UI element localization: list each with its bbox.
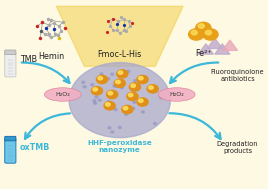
Circle shape: [147, 85, 158, 93]
Circle shape: [111, 73, 114, 75]
Text: Hemin: Hemin: [38, 52, 64, 61]
Circle shape: [107, 100, 110, 103]
Circle shape: [122, 105, 133, 114]
Text: oxTMB: oxTMB: [20, 143, 50, 153]
Circle shape: [114, 79, 125, 87]
Circle shape: [107, 90, 118, 99]
Circle shape: [128, 93, 133, 97]
Polygon shape: [215, 44, 230, 54]
Circle shape: [82, 81, 85, 83]
FancyBboxPatch shape: [5, 136, 16, 141]
Circle shape: [203, 29, 218, 40]
Text: Fmoc-L-His: Fmoc-L-His: [98, 50, 142, 59]
Circle shape: [139, 77, 143, 80]
Circle shape: [117, 70, 128, 78]
Circle shape: [95, 96, 98, 98]
Circle shape: [141, 111, 144, 113]
Circle shape: [118, 126, 121, 129]
Circle shape: [93, 100, 96, 102]
Circle shape: [189, 29, 204, 40]
Circle shape: [107, 77, 110, 80]
Circle shape: [115, 85, 118, 87]
Ellipse shape: [44, 88, 81, 101]
Circle shape: [120, 83, 123, 85]
Circle shape: [96, 75, 107, 84]
Circle shape: [133, 101, 136, 103]
Circle shape: [129, 83, 140, 91]
Circle shape: [120, 87, 123, 89]
Circle shape: [116, 80, 120, 84]
Text: HHF-peroxidase
nanozyme: HHF-peroxidase nanozyme: [87, 140, 152, 153]
Circle shape: [111, 131, 114, 133]
Polygon shape: [57, 6, 183, 66]
Circle shape: [91, 87, 103, 95]
FancyBboxPatch shape: [5, 50, 16, 55]
Circle shape: [98, 99, 101, 101]
Circle shape: [114, 108, 117, 111]
FancyBboxPatch shape: [5, 138, 16, 163]
Polygon shape: [222, 40, 237, 50]
Circle shape: [108, 127, 111, 129]
Circle shape: [127, 92, 138, 101]
Circle shape: [111, 104, 115, 106]
Ellipse shape: [158, 88, 195, 101]
Circle shape: [134, 80, 137, 82]
Circle shape: [137, 75, 148, 84]
Circle shape: [100, 73, 103, 75]
Circle shape: [132, 107, 135, 109]
Circle shape: [108, 91, 113, 95]
Circle shape: [83, 86, 86, 88]
Circle shape: [205, 30, 211, 35]
Circle shape: [137, 98, 148, 106]
Text: Degradation
products: Degradation products: [217, 142, 258, 154]
Circle shape: [191, 30, 197, 35]
Polygon shape: [207, 38, 222, 49]
Text: Fe²⁺: Fe²⁺: [195, 49, 212, 57]
Circle shape: [198, 24, 204, 28]
Text: H₂O₂: H₂O₂: [55, 92, 70, 97]
Circle shape: [154, 122, 157, 125]
Circle shape: [130, 98, 133, 100]
Circle shape: [69, 63, 170, 138]
Circle shape: [104, 102, 115, 110]
Circle shape: [127, 70, 130, 73]
Circle shape: [149, 86, 153, 89]
FancyBboxPatch shape: [5, 52, 16, 77]
Polygon shape: [198, 44, 214, 54]
Circle shape: [98, 77, 103, 80]
Circle shape: [159, 97, 162, 99]
Circle shape: [94, 102, 96, 104]
Text: TMB: TMB: [20, 55, 37, 64]
Circle shape: [93, 88, 98, 91]
Circle shape: [113, 85, 116, 87]
Circle shape: [118, 71, 123, 74]
Text: Fluoroquinolone
antibiotics: Fluoroquinolone antibiotics: [211, 69, 264, 82]
Circle shape: [139, 99, 143, 102]
Circle shape: [124, 113, 128, 115]
Circle shape: [131, 84, 135, 87]
Circle shape: [106, 103, 110, 106]
Circle shape: [123, 107, 128, 110]
Circle shape: [196, 22, 211, 33]
Circle shape: [91, 84, 94, 86]
Text: H₂O₂: H₂O₂: [169, 92, 184, 97]
